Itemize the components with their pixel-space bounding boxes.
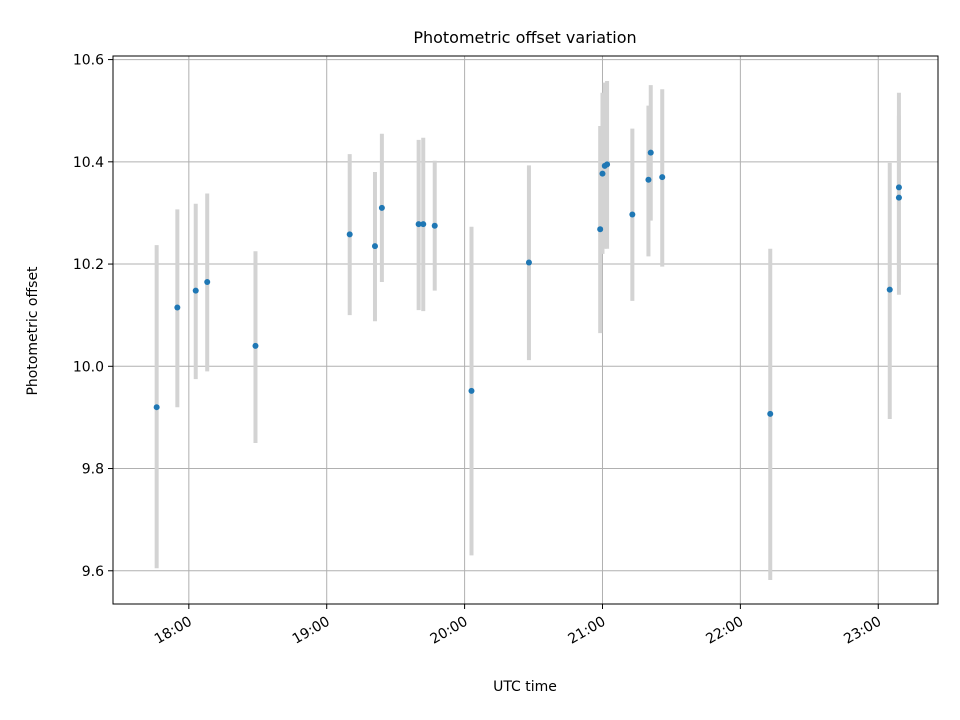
plot-frame: [112, 55, 939, 605]
data-point: [192, 287, 199, 294]
data-point: [647, 149, 654, 156]
y-tick-label: 10.4: [73, 155, 104, 171]
data-point: [886, 286, 893, 293]
data-point: [431, 222, 438, 229]
data-point: [629, 211, 636, 218]
data-point: [767, 410, 774, 417]
x-tick-label: 21:00: [566, 614, 609, 648]
data-point: [468, 387, 475, 394]
error-bars: [154, 81, 901, 580]
data-point: [597, 226, 604, 233]
data-point: [895, 194, 902, 201]
y-axis-label: Photometric offset: [25, 266, 41, 396]
y-tick-label: 9.6: [82, 564, 104, 580]
data-point: [420, 221, 427, 228]
data-point: [895, 184, 902, 191]
grid-lines: [113, 56, 938, 604]
data-point: [525, 259, 532, 266]
data-point: [153, 404, 160, 411]
data-point: [378, 204, 385, 211]
data-points: [153, 149, 902, 417]
data-point: [252, 342, 259, 349]
y-tick-label: 10.6: [73, 53, 104, 69]
y-tick-label: 9.8: [82, 462, 104, 478]
data-point: [645, 176, 652, 183]
y-tick-label: 10.2: [73, 257, 104, 273]
data-point: [174, 304, 181, 311]
x-tick-label: 19:00: [290, 614, 333, 648]
x-tick-label: 23:00: [841, 614, 884, 648]
data-point: [415, 221, 422, 228]
chart-title: Photometric offset variation: [413, 28, 636, 47]
data-point: [599, 170, 606, 177]
data-point: [604, 161, 611, 168]
x-axis-label: UTC time: [493, 679, 557, 695]
x-tick-label: 18:00: [152, 614, 195, 648]
x-tick-label: 22:00: [703, 614, 746, 648]
data-point: [659, 174, 666, 181]
x-tick-label: 20:00: [428, 614, 471, 648]
y-tick-label: 10.0: [73, 359, 104, 375]
data-point: [371, 243, 378, 250]
data-point: [346, 231, 353, 238]
data-point: [204, 278, 211, 285]
